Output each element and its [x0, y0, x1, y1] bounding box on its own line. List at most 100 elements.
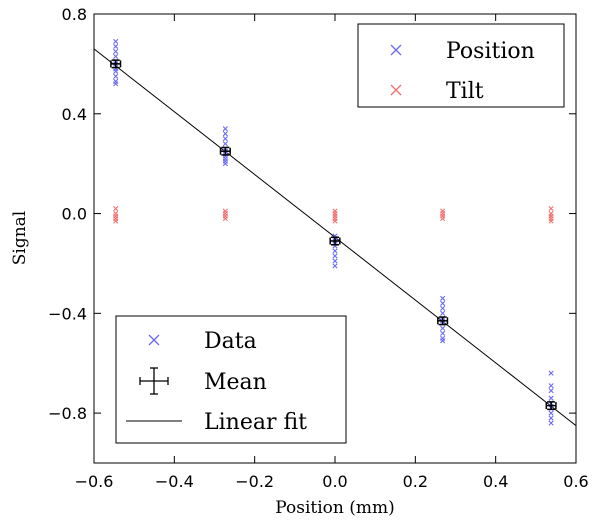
- legend-label-data: Data: [204, 329, 257, 354]
- position-point-stroke-b: [332, 248, 338, 254]
- position-point-stroke-b: [113, 81, 119, 87]
- position-point-stroke-b: [440, 310, 446, 316]
- position-point-stroke-b: [113, 68, 119, 74]
- legend-marker-position: [390, 44, 402, 56]
- tilt-point-stroke-b: [548, 205, 554, 212]
- tilt-point-stroke-b: [222, 215, 228, 222]
- position-point: [113, 43, 119, 50]
- position-point-stroke-b: [548, 395, 554, 401]
- position-point-stroke-b: [222, 136, 228, 142]
- x-tick-label: −0.2: [235, 472, 274, 491]
- tilt-point-stroke-b: [332, 218, 338, 224]
- mean-errorbar: [545, 401, 557, 411]
- position-point-stroke-b: [332, 263, 338, 269]
- legend-marker-tilt: [390, 84, 402, 96]
- legend-layer: Position Tilt Data Mean Linear fit: [115, 23, 565, 444]
- position-point-stroke-b: [440, 338, 446, 344]
- position-point: [548, 388, 554, 394]
- position-point: [440, 338, 446, 344]
- position-point: [332, 253, 338, 259]
- ticks-layer: −0.6 −0.4 −0.2 0.0 0.2 0.4 0.6 −0.8 −0.4 0.0 0.4 0.…: [48, 5, 589, 491]
- plot-layer: [94, 38, 576, 426]
- x-tick-label: −0.6: [75, 472, 114, 491]
- position-point-stroke-b: [440, 330, 446, 336]
- tilt-point: [113, 205, 119, 212]
- position-point: [548, 415, 554, 421]
- position-point-stroke-b: [548, 410, 554, 416]
- position-point-stroke-b: [548, 370, 554, 376]
- position-point: [222, 136, 228, 142]
- tilt-point-stroke-b: [113, 218, 119, 224]
- x-tick-label: −0.4: [155, 472, 194, 491]
- position-point-stroke-b: [548, 388, 554, 394]
- position-point-stroke-b: [440, 295, 446, 301]
- y-tick-label: 0.4: [62, 105, 87, 124]
- position-point-stroke-b: [440, 325, 446, 331]
- position-point-stroke-b: [222, 126, 228, 132]
- position-point: [548, 395, 554, 401]
- position-point: [548, 420, 554, 426]
- position-point-stroke-b: [113, 38, 119, 45]
- position-point: [548, 410, 554, 416]
- position-point-stroke-b: [332, 258, 338, 264]
- position-point-stroke-b: [548, 415, 554, 421]
- legend-marker-data: [148, 334, 160, 346]
- position-point: [113, 81, 119, 87]
- tilt-point: [548, 218, 554, 224]
- y-tick-label: −0.4: [48, 304, 87, 323]
- position-point-stroke-b: [548, 420, 554, 426]
- y-tick-label: −0.8: [48, 404, 87, 423]
- position-point-stroke-b: [113, 53, 119, 59]
- position-point: [222, 141, 228, 147]
- position-point: [548, 370, 554, 376]
- position-point-stroke-b: [332, 253, 338, 259]
- tilt-point-stroke-b: [440, 215, 446, 222]
- y-axis-title: Signal: [10, 211, 30, 266]
- position-point: [332, 263, 338, 269]
- legend-label-linear-fit: Linear fit: [204, 410, 307, 435]
- position-point-stroke-b: [222, 131, 228, 137]
- position-point: [332, 248, 338, 254]
- position-point-stroke-b: [113, 48, 119, 55]
- mean-errorbar: [329, 236, 341, 246]
- position-point: [113, 68, 119, 74]
- tilt-point: [548, 205, 554, 212]
- position-point-stroke-b: [222, 141, 228, 147]
- x-axis-title: Position (mm): [275, 498, 395, 518]
- position-point: [440, 325, 446, 331]
- position-point: [222, 161, 228, 167]
- position-point: [440, 330, 446, 336]
- position-point-stroke-b: [113, 43, 119, 50]
- mean-errorbar: [219, 146, 231, 156]
- position-point: [440, 295, 446, 301]
- legend-top-right: Position Tilt: [357, 23, 565, 108]
- position-point-stroke-b: [440, 305, 446, 311]
- position-point: [548, 383, 554, 389]
- y-tick-label: 0.8: [62, 5, 87, 24]
- tilt-point-stroke-b: [113, 205, 119, 212]
- position-point: [440, 305, 446, 311]
- y-tick-label: 0.0: [62, 205, 87, 224]
- legend-label-position: Position: [446, 39, 535, 64]
- legend-marker-mean: [139, 367, 169, 395]
- position-point-stroke-b: [222, 161, 228, 167]
- position-point-stroke-b: [440, 300, 446, 306]
- legend-label-tilt: Tilt: [446, 79, 484, 104]
- legend-label-mean: Mean: [204, 370, 267, 395]
- x-tick-label: 0.0: [322, 472, 347, 491]
- tilt-point-stroke-b: [548, 218, 554, 224]
- position-point: [113, 48, 119, 55]
- x-tick-label: 0.6: [563, 472, 588, 491]
- x-tick-label: 0.2: [403, 472, 428, 491]
- position-point-stroke-b: [113, 73, 119, 79]
- mean-errorbar: [437, 316, 449, 326]
- x-tick-label: 0.4: [483, 472, 508, 491]
- legend-marker-position-stroke-b: [390, 44, 402, 56]
- position-point: [332, 258, 338, 264]
- legend-marker-tilt-stroke-b: [390, 84, 402, 96]
- mean-errorbar: [110, 59, 122, 69]
- legend-bottom-left: Data Mean Linear fit: [115, 315, 347, 444]
- tilt-point: [440, 215, 446, 222]
- position-point: [113, 73, 119, 79]
- position-point: [440, 310, 446, 316]
